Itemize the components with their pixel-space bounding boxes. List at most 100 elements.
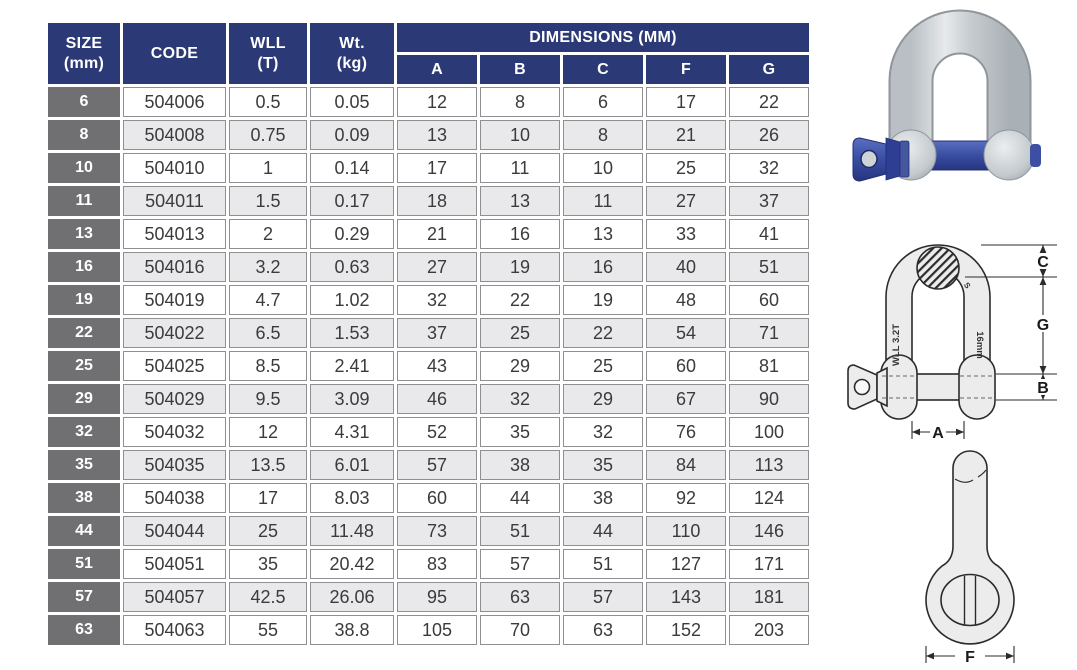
diagram-pin-hole — [853, 378, 871, 396]
f-dimension-arrowheads — [926, 652, 1014, 660]
dim-a-cell: 32 — [397, 285, 477, 315]
wt-cell: 2.41 — [310, 351, 394, 381]
header-dim-c: C — [563, 55, 643, 84]
code-cell: 504063 — [123, 615, 226, 645]
wt-cell: 1.02 — [310, 285, 394, 315]
dim-a-cell: 52 — [397, 417, 477, 447]
wt-cell: 26.06 — [310, 582, 394, 612]
dim-g-cell: 41 — [729, 219, 809, 249]
dim-a-cell: 21 — [397, 219, 477, 249]
header-wll-label: WLL — [250, 34, 286, 52]
side-pin-slot — [963, 576, 977, 625]
dim-f-cell: 54 — [646, 318, 726, 348]
dim-a-cell: 73 — [397, 516, 477, 546]
wll-cell: 8.5 — [229, 351, 307, 381]
dim-b-cell: 13 — [480, 186, 560, 216]
header-wt: Wt. (kg) — [310, 23, 394, 84]
dim-f-cell: 92 — [646, 483, 726, 513]
wt-cell: 0.14 — [310, 153, 394, 183]
table-row: 11 504011 1.5 0.17 18 13 11 27 37 — [48, 186, 809, 216]
dim-label-c: C — [1037, 254, 1049, 271]
dim-g-cell: 71 — [729, 318, 809, 348]
size-cell: 6 — [48, 87, 120, 117]
photo-shackle-bow — [888, 9, 1032, 178]
photo-pin-head — [852, 137, 910, 182]
header-wt-unit: (kg) — [336, 54, 368, 72]
wt-cell: 1.53 — [310, 318, 394, 348]
wt-cell: 0.63 — [310, 252, 394, 282]
size-cell: 32 — [48, 417, 120, 447]
code-cell: 504013 — [123, 219, 226, 249]
size-cell: 8 — [48, 120, 120, 150]
table-row: 25 504025 8.5 2.41 43 29 25 60 81 — [48, 351, 809, 381]
dim-f-cell: 60 — [646, 351, 726, 381]
header-code: CODE — [123, 23, 226, 84]
side-diagram: F — [925, 450, 1015, 666]
wt-cell: 8.03 — [310, 483, 394, 513]
dim-g-cell: 32 — [729, 153, 809, 183]
header-dim-a: A — [397, 55, 477, 84]
code-cell: 504035 — [123, 450, 226, 480]
dim-g-cell: 146 — [729, 516, 809, 546]
size-cell: 57 — [48, 582, 120, 612]
dim-f-cell: 40 — [646, 252, 726, 282]
dim-c-cell: 38 — [563, 483, 643, 513]
dim-b-cell: 32 — [480, 384, 560, 414]
dim-g-cell: 90 — [729, 384, 809, 414]
dim-c-cell: 6 — [563, 87, 643, 117]
table-row: 32 504032 12 4.31 52 35 32 76 100 — [48, 417, 809, 447]
dim-c-cell: 11 — [563, 186, 643, 216]
table-row: 10 504010 1 0.14 17 11 10 25 32 — [48, 153, 809, 183]
dim-label-f: F — [965, 649, 975, 666]
table-row: 22 504022 6.5 1.53 37 25 22 54 71 — [48, 318, 809, 348]
table-row: 35 504035 13.5 6.01 57 38 35 84 113 — [48, 450, 809, 480]
dim-g-cell: 203 — [729, 615, 809, 645]
wll-cell: 42.5 — [229, 582, 307, 612]
diagram-right-eye — [958, 354, 996, 420]
dim-c-cell: 51 — [563, 549, 643, 579]
wt-cell: 38.8 — [310, 615, 394, 645]
wt-cell: 0.29 — [310, 219, 394, 249]
code-cell: 504010 — [123, 153, 226, 183]
size-cell: 44 — [48, 516, 120, 546]
table-row: 29 504029 9.5 3.09 46 32 29 67 90 — [48, 384, 809, 414]
code-cell: 504044 — [123, 516, 226, 546]
header-dimensions: DIMENSIONS (MM) — [397, 23, 809, 52]
side-pin-head — [940, 573, 1000, 627]
diagram-size-marking: 16mm — [974, 331, 985, 358]
dim-a-cell: 18 — [397, 186, 477, 216]
dim-f-cell: 33 — [646, 219, 726, 249]
dim-f-cell: 48 — [646, 285, 726, 315]
size-cell: 38 — [48, 483, 120, 513]
dim-b-cell: 19 — [480, 252, 560, 282]
header-wll: WLL (T) — [229, 23, 307, 84]
spec-table: SIZE (mm) CODE WLL (T) Wt. (kg) DIMENSIO… — [45, 20, 812, 648]
wll-cell: 1 — [229, 153, 307, 183]
dim-a-cell: 17 — [397, 153, 477, 183]
wt-cell: 4.31 — [310, 417, 394, 447]
header-wt-label: Wt. — [339, 34, 365, 52]
diagram-wll-marking: WLL 3.2T — [891, 324, 902, 366]
header-size-label: SIZE — [65, 34, 103, 52]
size-cell: 13 — [48, 219, 120, 249]
wll-cell: 6.5 — [229, 318, 307, 348]
dim-c-cell: 22 — [563, 318, 643, 348]
dim-label-b: B — [1037, 380, 1049, 397]
wll-cell: 4.7 — [229, 285, 307, 315]
shackle-photo — [852, 9, 1041, 182]
size-cell: 25 — [48, 351, 120, 381]
dim-b-cell: 29 — [480, 351, 560, 381]
dim-b-cell: 70 — [480, 615, 560, 645]
dim-a-cell: 27 — [397, 252, 477, 282]
dim-a-cell: 37 — [397, 318, 477, 348]
dim-g-cell: 51 — [729, 252, 809, 282]
dim-c-cell: 35 — [563, 450, 643, 480]
size-cell: 19 — [48, 285, 120, 315]
dim-a-cell: 43 — [397, 351, 477, 381]
dim-c-cell: 32 — [563, 417, 643, 447]
wt-cell: 11.48 — [310, 516, 394, 546]
size-cell: 10 — [48, 153, 120, 183]
dim-a-cell: 12 — [397, 87, 477, 117]
dim-g-cell: 171 — [729, 549, 809, 579]
